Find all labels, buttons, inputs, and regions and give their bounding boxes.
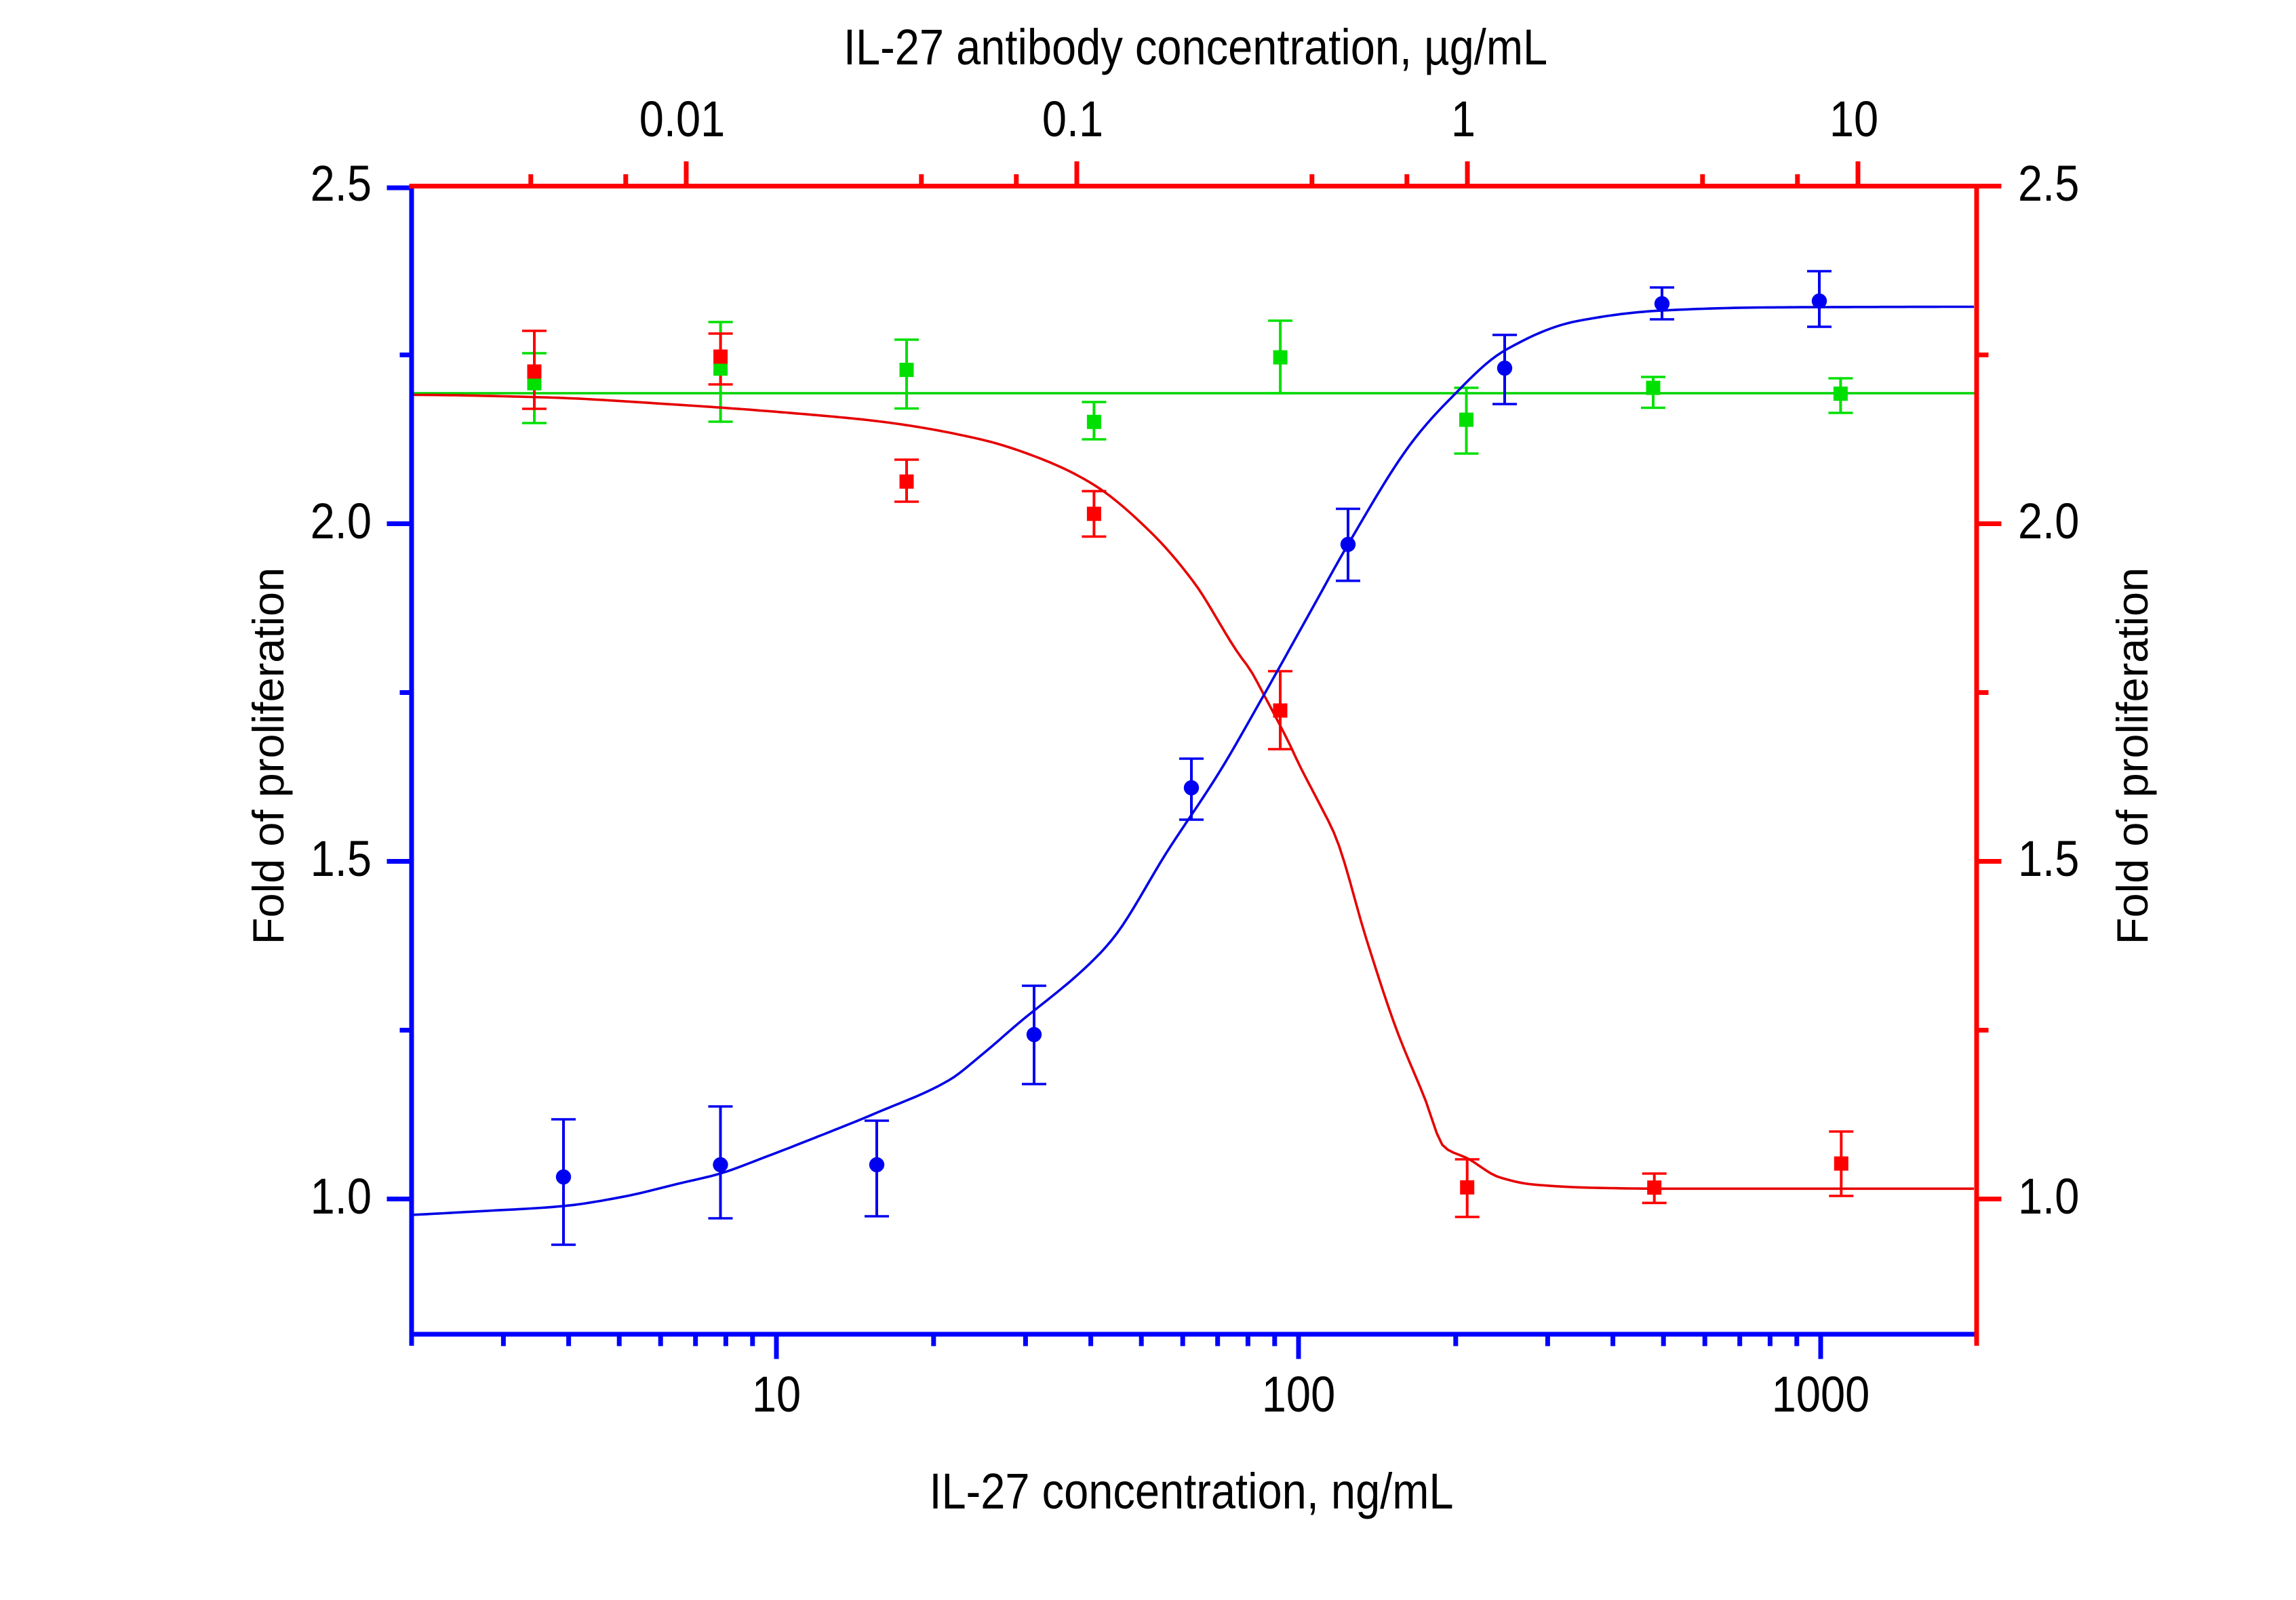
svg-text:Fold of proliferation: Fold of proliferation — [2107, 567, 2157, 944]
svg-text:0.1: 0.1 — [1042, 91, 1103, 147]
svg-text:IL-27 antibody concentration,: IL-27 antibody concentration, µg/mL — [844, 19, 1547, 75]
svg-text:10: 10 — [752, 1366, 801, 1422]
svg-text:1.0: 1.0 — [311, 1168, 372, 1224]
svg-text:1.0: 1.0 — [2018, 1168, 2079, 1224]
svg-text:Fold of proliferation: Fold of proliferation — [243, 567, 293, 944]
svg-text:1000: 1000 — [1772, 1366, 1870, 1422]
svg-text:10: 10 — [1829, 91, 1878, 147]
svg-text:2.5: 2.5 — [2018, 155, 2079, 212]
svg-text:1.5: 1.5 — [311, 831, 372, 887]
svg-text:2.0: 2.0 — [2018, 493, 2079, 549]
svg-text:1: 1 — [1451, 91, 1476, 147]
svg-text:2.5: 2.5 — [311, 155, 372, 212]
svg-text:1.5: 1.5 — [2018, 831, 2079, 887]
svg-text:2.0: 2.0 — [311, 493, 372, 549]
svg-text:100: 100 — [1262, 1366, 1335, 1422]
svg-text:IL-27 concentration, ng/mL: IL-27 concentration, ng/mL — [929, 1463, 1453, 1519]
svg-text:0.01: 0.01 — [639, 91, 725, 147]
